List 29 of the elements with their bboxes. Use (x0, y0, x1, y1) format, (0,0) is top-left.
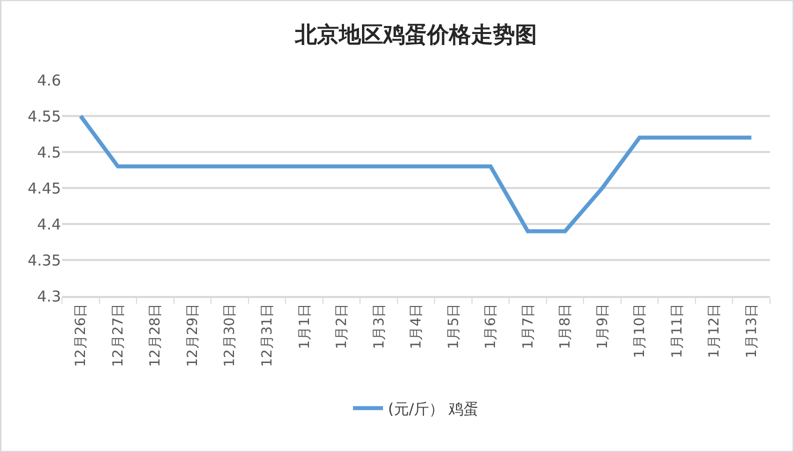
x-tick-label: 1月5日 (446, 303, 462, 350)
x-tick-label: 1月9日 (594, 303, 611, 350)
line-series (78, 114, 754, 234)
x-tick-label: 12月31日 (260, 303, 276, 367)
x-tick-label: 1月10日 (632, 303, 648, 358)
x-tick-label: 1月8日 (558, 303, 574, 350)
y-tick-label: 4.6 (37, 71, 61, 90)
x-tick-label: 1月1日 (296, 303, 313, 350)
x-tick-label: 12月29日 (184, 303, 201, 367)
x-tick-label: 1月7日 (520, 303, 536, 350)
legend-label: (元/斤） 鸡蛋 (388, 400, 479, 418)
y-tick-label: 4.35 (28, 251, 61, 270)
y-tick-label: 4.5 (37, 143, 61, 162)
x-tick-label: 1月2日 (334, 303, 350, 350)
y-tick-label: 4.3 (37, 287, 61, 306)
x-tick-label: 1月3日 (371, 303, 388, 350)
x-tick-label: 12月27日 (110, 303, 126, 367)
y-tick-label: 4.4 (37, 215, 61, 234)
x-tick-label: 12月30日 (222, 303, 238, 367)
x-tick-label: 12月26日 (73, 303, 90, 367)
x-tick-label: 1月11日 (669, 303, 686, 358)
x-tick-label: 1月6日 (483, 303, 500, 350)
x-tick-label: 1月4日 (408, 303, 425, 350)
chart-title: 北京地区鸡蛋价格走势图 (294, 22, 537, 48)
y-tick-label: 4.45 (28, 179, 61, 198)
x-tick-label: 1月13日 (744, 303, 760, 358)
y-tick-label: 4.55 (28, 107, 61, 126)
x-tick-label: 12月28日 (148, 303, 164, 367)
x-tick-label: 1月12日 (706, 303, 723, 358)
